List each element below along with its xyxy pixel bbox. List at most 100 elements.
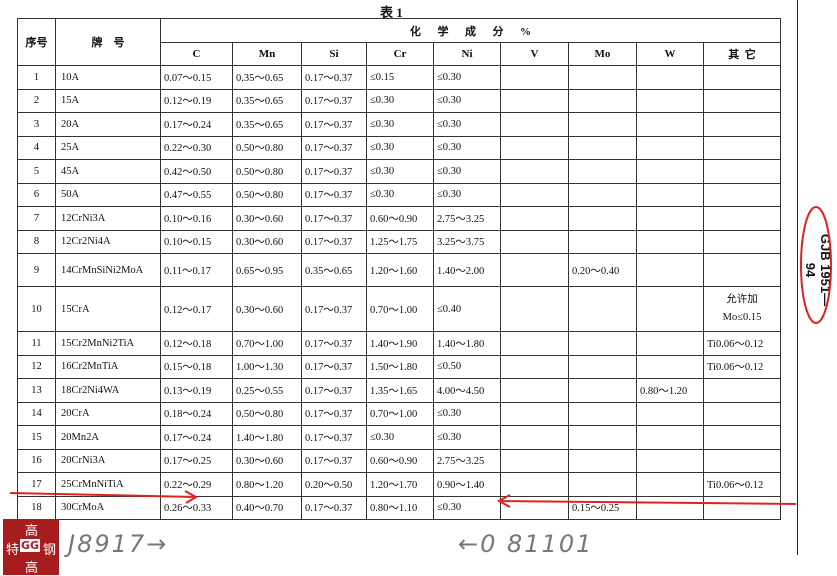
logo-char: 高 (25, 524, 39, 539)
table-cell (703, 229, 781, 254)
table-cell (500, 354, 569, 379)
table-cell: Ti0.06～0.12 (703, 472, 781, 497)
table-cell: 2 (17, 88, 56, 113)
table-cell: ≤0.30 (366, 88, 434, 113)
table-cell: 0.60～0.90 (366, 448, 434, 473)
table-cell: 0.22～0.30 (160, 135, 233, 160)
table-row: 16 20CrNi3A 0.17～0.25 0.30～0.60 0.17～0.37 0.6… (17, 448, 781, 473)
table-cell (500, 286, 569, 332)
table-cell (500, 88, 569, 113)
table-cell: 6 (17, 182, 56, 207)
table-cell: ≤0.30 (366, 112, 434, 137)
table-row: 2 15A 0.12～0.19 0.35～0.65 0.17～0.37 ≤0.30 ≤0.3… (17, 88, 781, 113)
table-cell: ≤0.30 (433, 135, 501, 160)
table-cell: 0.50～0.80 (232, 182, 302, 207)
table-cell: 1.00～1.30 (232, 354, 302, 379)
header-cell: Mn (232, 42, 302, 66)
table-cell: 11 (17, 331, 56, 356)
table-cell: 8 (17, 229, 56, 254)
table-cell: ≤0.30 (433, 425, 501, 450)
table-cell (703, 65, 781, 90)
table-cell: 0.13～0.19 (160, 378, 233, 403)
table-cell (636, 401, 704, 426)
table-cell (568, 354, 637, 379)
table-cell: 16Cr2MnTiA (55, 354, 161, 379)
table-cell (636, 182, 704, 207)
standard-code: GJB 1951—94 (803, 233, 833, 307)
table-row: 9 14CrMnSiNi2MoA 0.11～0.17 0.65～0.95 0.35～0.… (17, 253, 781, 287)
table-cell: 0.50～0.80 (232, 401, 302, 426)
table-cell: 0.17～0.24 (160, 425, 233, 450)
table-cell (703, 253, 781, 287)
table-cell (568, 112, 637, 137)
table-cell: 20A (55, 112, 161, 137)
table-cell: 25A (55, 135, 161, 160)
table-cell: 25CrMnNiTiA (55, 472, 161, 497)
table-cell: 1.40～1.90 (366, 331, 434, 356)
table-cell (703, 159, 781, 184)
table-cell: ≤0.30 (366, 182, 434, 207)
table-cell (703, 206, 781, 231)
table-row: 17 25CrMnNiTiA 0.22～0.29 0.80～1.20 0.20～0.50… (17, 472, 781, 497)
table-cell: 15 (17, 425, 56, 450)
table-cell: 0.17～0.37 (301, 331, 367, 356)
table-cell: 0.42～0.50 (160, 159, 233, 184)
table-cell: 45A (55, 159, 161, 184)
table-cell (636, 65, 704, 90)
table-cell: 1.20～1.70 (366, 472, 434, 497)
table-cell (568, 182, 637, 207)
table-cell: 7 (17, 206, 56, 231)
margin-rule (797, 0, 798, 555)
logo-char: 特 (6, 543, 20, 558)
table-cell: 10A (55, 65, 161, 90)
table-cell (703, 448, 781, 473)
table-cell: Ti0.06～0.12 (703, 331, 781, 356)
table-cell: 0.20～0.40 (568, 253, 637, 287)
table-cell: 0.18～0.24 (160, 401, 233, 426)
header-cell: 序号 (17, 18, 56, 66)
header-row: C Mn Si Cr Ni V Mo W 其 它 (18, 42, 781, 66)
table-cell: 3.25～3.75 (433, 229, 501, 254)
table-cell: 1.40～2.00 (433, 253, 501, 287)
table-cell (636, 135, 704, 160)
table-row: 14 20CrA 0.18～0.24 0.50～0.80 0.17～0.37 0.70～1… (17, 401, 781, 426)
table-cell: 15Cr2MnNi2TiA (55, 331, 161, 356)
table-cell: 0.17～0.37 (301, 206, 367, 231)
table-cell: 14CrMnSiNi2MoA (55, 253, 161, 287)
table-cell: 0.12～0.18 (160, 331, 233, 356)
header-cell: W (636, 42, 704, 66)
table-cell: 0.22～0.29 (160, 472, 233, 497)
table-cell: 0.17～0.37 (301, 378, 367, 403)
table-cell (500, 331, 569, 356)
table-cell: ≤0.50 (433, 354, 501, 379)
table-cell: ≤0.30 (433, 401, 501, 426)
table-cell: 1.50～1.80 (366, 354, 434, 379)
table-cell: 0.47～0.55 (160, 182, 233, 207)
table-cell: 0.30～0.60 (232, 286, 302, 332)
table-cell (703, 495, 781, 520)
table-cell (500, 65, 569, 90)
header-row: 序号牌 号化 学 成 分 % (17, 18, 781, 66)
table-cell: 20CrNi3A (55, 448, 161, 473)
table-row: 12 16Cr2MnTiA 0.15～0.18 1.00～1.30 0.17～0.37 1… (17, 354, 781, 379)
table-cell: 0.35～0.65 (232, 65, 302, 90)
table-cell (636, 206, 704, 231)
table-cell: Ti0.06～0.12 (703, 354, 781, 379)
table-cell: 5 (17, 159, 56, 184)
table-cell (568, 88, 637, 113)
table-cell: 0.60～0.90 (366, 206, 434, 231)
table-cell: 0.30～0.60 (232, 206, 302, 231)
table-cell (500, 135, 569, 160)
handwritten-note: J8917→ (68, 530, 169, 558)
table-cell (568, 229, 637, 254)
header-cell: 化 学 成 分 % (160, 18, 781, 43)
table-cell: ≤0.30 (433, 88, 501, 113)
table-cell: 0.15～0.18 (160, 354, 233, 379)
table-cell: 0.17～0.37 (301, 65, 367, 90)
table-row: 13 18Cr2Ni4WA 0.13～0.19 0.25～0.55 0.17～0.37 1… (17, 378, 781, 403)
table-cell: 0.70～1.00 (232, 331, 302, 356)
table-cell: 1.40～1.80 (232, 425, 302, 450)
table-cell: 12Cr2Ni4A (55, 229, 161, 254)
table-row: 10 15CrA 0.12～0.17 0.30～0.60 0.17～0.37 0.70～1… (17, 286, 781, 332)
header-cell: V (500, 42, 569, 66)
